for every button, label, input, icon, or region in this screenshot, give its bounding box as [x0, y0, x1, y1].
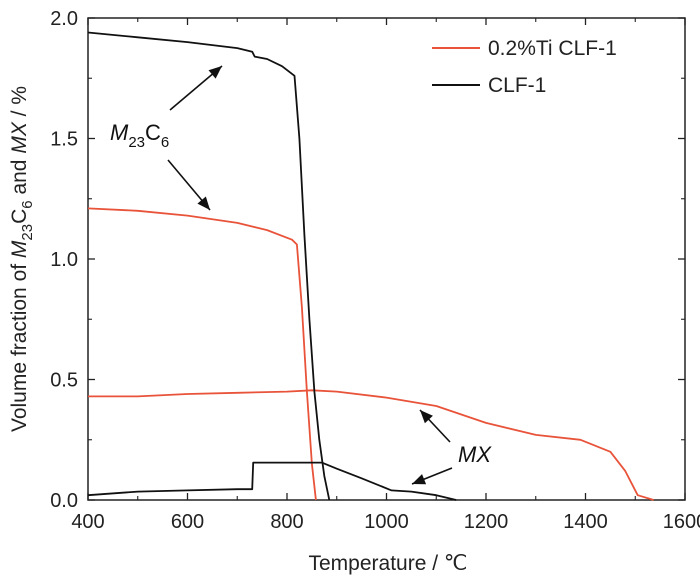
x-tick-label: 600 — [171, 511, 204, 533]
annotation-arrows — [167, 65, 453, 485]
x-tick-label: 800 — [270, 511, 303, 533]
series-clf1-m23c6-line — [87, 31, 331, 501]
annotation-m-sub: 23 — [128, 134, 145, 151]
chart-curves — [87, 31, 654, 501]
y-tick-label: 1.5 — [50, 129, 78, 151]
annotation-c: C — [145, 120, 161, 145]
y-axis-c: C — [8, 209, 31, 224]
y-tick-label: 2.0 — [50, 8, 78, 30]
legend-label-ti: 0.2%Ti CLF-1 — [488, 37, 617, 60]
series-ti-clf1-mx-line — [88, 389, 654, 501]
arrow-m23c6-clf1 — [169, 65, 223, 111]
arrow-mx-ti — [419, 409, 451, 443]
y-tick-label: 1.0 — [50, 249, 78, 271]
arrow-mx-clf1 — [411, 467, 453, 485]
y-axis-title: Volume fraction of M23C6 and MX / % — [8, 86, 36, 432]
x-tick-label: 1200 — [464, 511, 509, 533]
annotation-mx: MX — [458, 442, 492, 467]
y-tick-label: 0.0 — [50, 490, 78, 512]
series-ti-clf1-m23c6-line — [87, 207, 317, 501]
legend: 0.2%Ti CLF-1 CLF-1 — [432, 37, 617, 97]
y-axis-prefix: Volume fraction of — [8, 258, 31, 432]
legend-label-clf: CLF-1 — [488, 74, 546, 97]
y-axis-and: and — [8, 154, 31, 201]
x-axis-title: Temperature / ℃ — [309, 552, 468, 575]
series-clf1-mx-line — [87, 461, 457, 501]
y-tick-label: 0.5 — [50, 370, 78, 392]
annotation-c-sub: 6 — [161, 134, 169, 151]
y-axis-suffix: / % — [8, 86, 31, 122]
annotation-m: M — [110, 120, 129, 145]
annotation-m23c6: M23C6 — [110, 120, 169, 151]
y-axis-c-sub: 6 — [19, 200, 36, 208]
y-axis-m-sub: 23 — [19, 224, 36, 241]
x-tick-label: 1000 — [364, 511, 409, 533]
y-axis-m: M — [8, 240, 31, 258]
plot-frame — [87, 17, 686, 501]
x-tick-label: 400 — [71, 511, 104, 533]
arrow-m23c6-ti — [167, 159, 211, 211]
x-tick-label: 1400 — [563, 511, 608, 533]
y-axis-mx: MX — [8, 121, 31, 153]
